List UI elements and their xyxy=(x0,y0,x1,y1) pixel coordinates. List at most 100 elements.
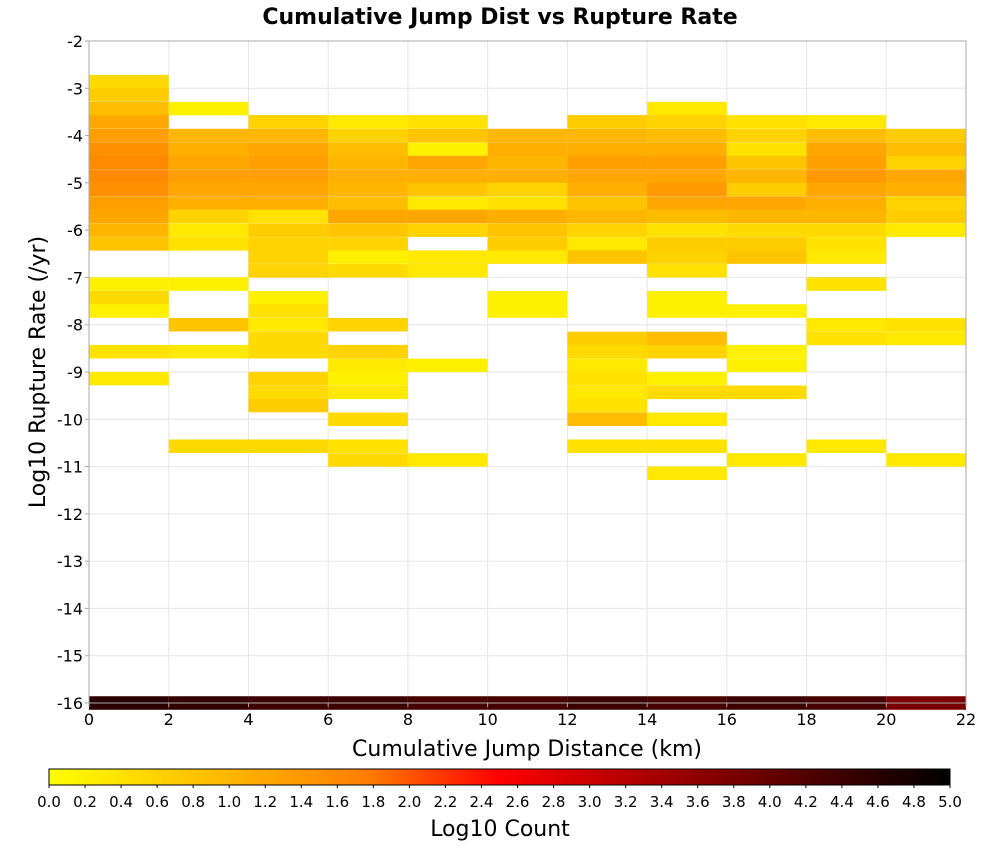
heatmap-cell xyxy=(168,237,249,251)
x-tick-label: 4 xyxy=(243,710,253,729)
heatmap-cell xyxy=(726,209,807,224)
heatmap-cell xyxy=(567,331,648,346)
heatmap-cell xyxy=(328,385,408,400)
colorbar-tick-label: 3.8 xyxy=(722,793,746,811)
colorbar xyxy=(48,768,951,786)
heatmap-cell xyxy=(647,385,727,400)
heatmap-cell xyxy=(726,182,807,197)
colorbar-label: Log10 Count xyxy=(430,817,570,842)
heatmap-cell xyxy=(248,385,329,400)
heatmap-cell xyxy=(168,317,249,332)
heatmap-cell xyxy=(248,439,329,454)
y-tick-label: -6 xyxy=(67,221,83,240)
heatmap-cell xyxy=(726,237,807,251)
heatmap-cell xyxy=(89,182,169,197)
heatmap-cell xyxy=(328,155,408,170)
heatmap-cell xyxy=(328,223,408,237)
heatmap-cell xyxy=(567,115,648,129)
heatmap-cell xyxy=(407,182,488,197)
heatmap-cell xyxy=(806,169,887,183)
heatmap-cell xyxy=(487,290,568,305)
heatmap-cell xyxy=(886,196,966,210)
heatmap-cell xyxy=(886,142,966,157)
heatmap-cell xyxy=(726,453,807,467)
heatmap-cell xyxy=(806,142,887,157)
heatmap-cell xyxy=(647,182,727,197)
heatmap-cell xyxy=(89,88,169,102)
heatmap-cell xyxy=(726,115,807,129)
heatmap-cell xyxy=(567,223,648,237)
heatmap-cell xyxy=(328,344,408,359)
heatmap-cell xyxy=(248,142,329,157)
heatmap-cell xyxy=(567,385,648,400)
heatmap-cell xyxy=(328,169,408,183)
heatmap-cell xyxy=(328,115,408,129)
heatmap-cell xyxy=(248,331,329,346)
heatmap-cell xyxy=(487,209,568,224)
heatmap-cell xyxy=(89,304,169,318)
colorbar-tick-label: 5.0 xyxy=(938,793,962,811)
y-tick-label: -14 xyxy=(57,599,83,618)
heatmap-cell xyxy=(89,237,169,251)
heatmap-cell xyxy=(647,142,727,157)
x-tick-label: 6 xyxy=(323,710,333,729)
heatmap-cell xyxy=(168,277,249,291)
heatmap-cell xyxy=(168,169,249,183)
y-tick-label: -2 xyxy=(67,32,83,51)
heatmap-cell xyxy=(407,142,488,157)
heatmap-cell xyxy=(886,453,966,467)
heatmap-cell xyxy=(487,182,568,197)
heatmap-cell xyxy=(407,264,488,278)
heatmap-cell xyxy=(647,371,727,386)
heatmap-cell xyxy=(647,250,727,264)
heatmap-cell xyxy=(647,439,727,454)
heatmap-cell xyxy=(806,209,887,224)
x-axis-ticks: 0 2 4 6 8 10 12 14 16 18 20 22 xyxy=(84,703,976,729)
heatmap-cell xyxy=(89,128,169,143)
colorbar-tick-label: 4.0 xyxy=(758,793,782,811)
x-tick-label: 12 xyxy=(557,710,577,729)
heatmap-cell xyxy=(806,128,887,143)
y-tick-label: -11 xyxy=(57,458,83,477)
x-tick-label: 20 xyxy=(876,710,896,729)
heatmap-cell xyxy=(328,412,408,427)
heatmap-cell xyxy=(168,128,249,143)
heatmap-cell xyxy=(647,169,727,183)
heatmap-cell xyxy=(806,277,887,291)
heatmap-cell xyxy=(328,453,408,467)
heatmap-cell xyxy=(89,74,169,89)
heatmap-cell xyxy=(726,385,807,400)
x-axis-label: Cumulative Jump Distance (km) xyxy=(352,737,702,762)
heatmap-cell xyxy=(407,196,488,210)
heatmap-cell xyxy=(248,182,329,197)
heatmap-cell xyxy=(89,209,169,224)
heatmap-cell xyxy=(248,344,329,359)
heatmap-cell xyxy=(407,223,488,237)
heatmap-cell xyxy=(886,182,966,197)
heatmap-cell xyxy=(567,142,648,157)
colorbar-tick-label: 0.8 xyxy=(181,793,205,811)
y-tick-label: -16 xyxy=(57,694,83,713)
x-tick-label: 18 xyxy=(796,710,816,729)
heatmap-cell xyxy=(407,453,488,467)
heatmap-cell xyxy=(647,155,727,170)
heatmap-cell xyxy=(89,223,169,237)
y-tick-label: -15 xyxy=(57,647,83,666)
heatmap-cell xyxy=(647,264,727,278)
heatmap-cell xyxy=(647,223,727,237)
heatmap-cell xyxy=(168,182,249,197)
heatmap-cell xyxy=(407,250,488,264)
colorbar-tick-label: 2.6 xyxy=(506,793,530,811)
heatmap-cell xyxy=(806,182,887,197)
heatmap-cell xyxy=(168,142,249,157)
heatmap-cell xyxy=(647,344,727,359)
x-tick-label: 10 xyxy=(477,710,497,729)
colorbar-tick-label: 1.4 xyxy=(289,793,313,811)
colorbar-tick-label: 1.6 xyxy=(325,793,349,811)
heatmap-cell xyxy=(487,223,568,237)
heatmap-cell xyxy=(567,209,648,224)
heatmap-cell xyxy=(647,237,727,251)
heatmap-cell xyxy=(647,290,727,305)
colorbar-tick-label: 0.0 xyxy=(37,793,61,811)
colorbar-tick-label: 0.6 xyxy=(145,793,169,811)
